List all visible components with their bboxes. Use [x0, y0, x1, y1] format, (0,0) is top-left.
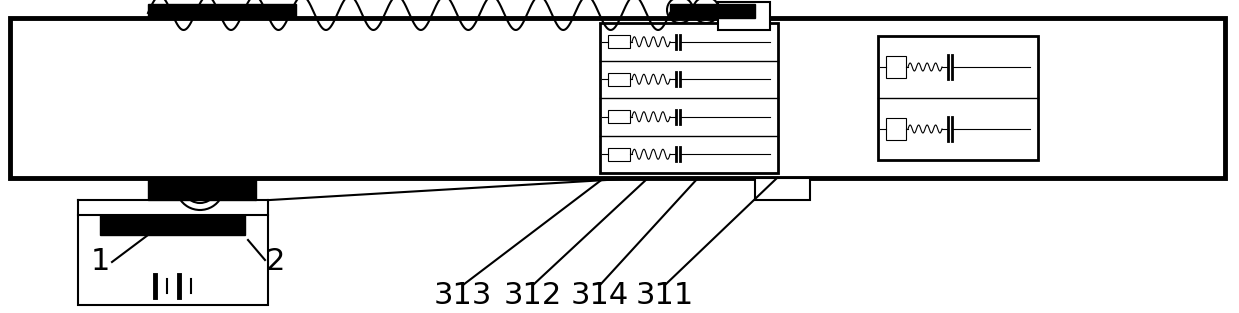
Bar: [147, 178, 256, 200]
Bar: [717, 2, 769, 30]
Text: 314: 314: [571, 280, 629, 310]
Bar: [878, 36, 1038, 160]
Bar: [755, 178, 810, 200]
Bar: [78, 215, 268, 305]
Bar: [670, 4, 755, 18]
Text: 1: 1: [90, 248, 110, 276]
Bar: [608, 73, 629, 86]
Bar: [886, 56, 906, 78]
Text: 311: 311: [636, 280, 694, 310]
Bar: [608, 35, 629, 48]
Bar: [886, 118, 906, 140]
Text: 313: 313: [434, 280, 492, 310]
Text: 312: 312: [504, 280, 563, 310]
Text: 2: 2: [265, 248, 285, 276]
Bar: [100, 215, 245, 235]
Bar: [608, 148, 629, 161]
Bar: [10, 18, 1225, 178]
Bar: [600, 23, 778, 173]
Bar: [147, 4, 296, 18]
Bar: [608, 110, 629, 123]
